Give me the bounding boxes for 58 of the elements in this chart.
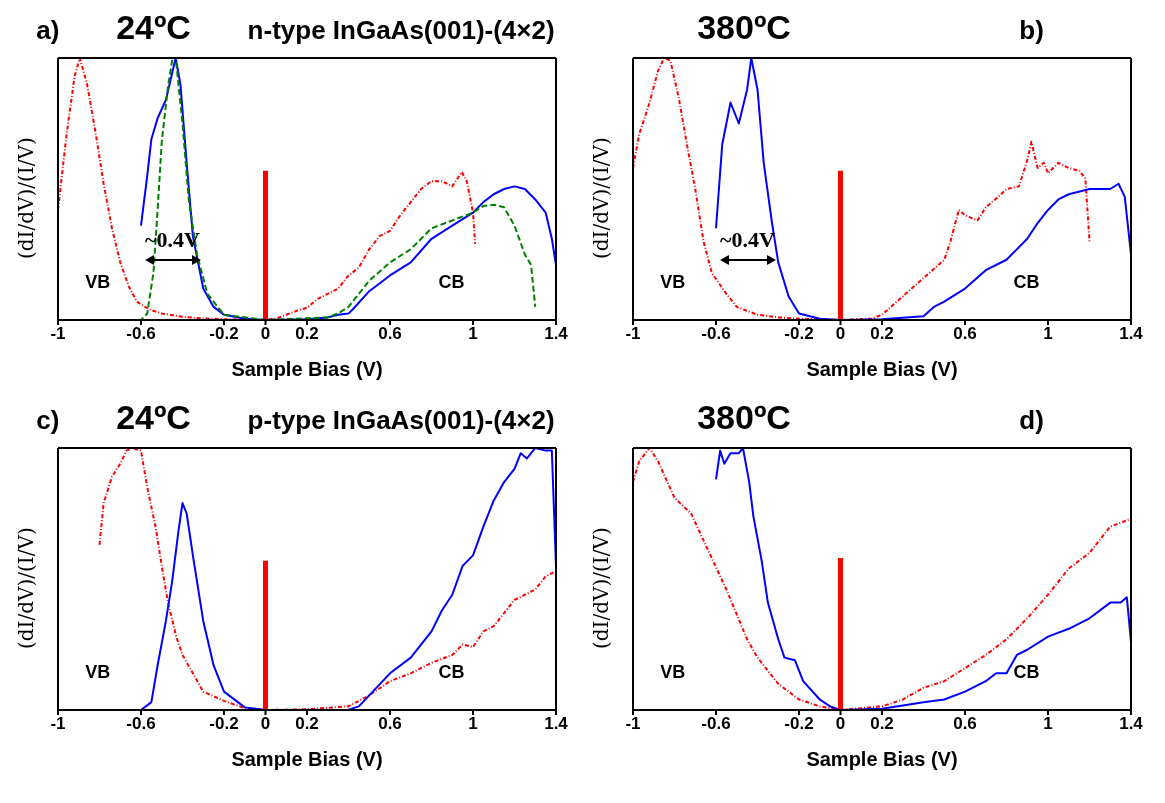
x-tick-label: 1.4 (544, 714, 569, 734)
x-tick-label: -0.6 (126, 324, 156, 344)
annotation: VB (84, 271, 112, 293)
annotation: CB (437, 661, 466, 683)
chart-title: 380ºC (697, 8, 791, 47)
x-tick-label: -0.2 (209, 324, 239, 344)
x-tick-label: 1 (468, 324, 478, 344)
text: d) (1019, 405, 1044, 436)
chart-title: 24ºC (116, 8, 191, 47)
x-tick-label: -0.2 (209, 714, 239, 734)
y-axis-title: (dI/dV)/(I/V) (14, 527, 39, 649)
x-tick-label: 1 (1043, 714, 1053, 734)
x-tick-label: -0.2 (784, 324, 814, 344)
x-tick-label: 0.2 (870, 714, 894, 734)
text: p-type InGaAs(001)-(4×2) (247, 405, 555, 436)
x-tick-label: 1 (1043, 324, 1053, 344)
x-axis-title: Sample Bias (V) (231, 358, 383, 380)
x-tick-label: -0.2 (784, 714, 814, 734)
x-tick-label: 0 (835, 714, 846, 734)
x-axis-title: Sample Bias (V) (231, 748, 383, 770)
chart-title: 380ºC (697, 398, 791, 437)
x-tick-label: 0.6 (953, 324, 977, 344)
x-tick-label: 0.2 (295, 714, 319, 734)
y-axis-title: (dI/dV)/(I/V) (589, 527, 614, 649)
x-tick-label: -1 (50, 324, 66, 344)
x-tick-label: 0 (835, 324, 846, 344)
x-tick-label: -1 (625, 714, 641, 734)
annotation: CB (437, 271, 466, 293)
x-tick-label: 0.6 (378, 324, 402, 344)
text: c) (36, 405, 60, 436)
x-tick-label: -1 (50, 714, 66, 734)
x-tick-label: 1.4 (1119, 714, 1144, 734)
annotation: VB (659, 271, 687, 293)
x-tick-label: -1 (625, 324, 641, 344)
annotation: CB (1012, 661, 1041, 683)
chart-title: 24ºC (116, 398, 191, 437)
x-tick-label: 0.6 (953, 714, 977, 734)
x-tick-label: 0.2 (295, 324, 319, 344)
x-axis-title: Sample Bias (V) (806, 748, 958, 770)
x-tick-label: 1 (468, 714, 478, 734)
y-axis-title: (dI/dV)/(I/V) (14, 137, 39, 259)
x-axis-title: Sample Bias (V) (806, 358, 958, 380)
annotation: VB (659, 661, 687, 683)
x-tick-label: 0.6 (378, 714, 402, 734)
text: a) (36, 15, 60, 46)
x-tick-label: 0 (260, 714, 271, 734)
x-tick-label: 1.4 (544, 324, 569, 344)
y-axis-title: (dI/dV)/(I/V) (589, 137, 614, 259)
x-tick-label: 0 (260, 324, 271, 344)
annotation: VB (84, 661, 112, 683)
text: n-type InGaAs(001)-(4×2) (247, 15, 555, 46)
x-tick-label: -0.6 (701, 324, 731, 344)
x-tick-label: -0.6 (126, 714, 156, 734)
x-tick-label: -0.6 (701, 714, 731, 734)
x-tick-label: 0.2 (870, 324, 894, 344)
text: b) (1019, 15, 1044, 46)
annotation: CB (1012, 271, 1041, 293)
x-tick-label: 1.4 (1119, 324, 1144, 344)
